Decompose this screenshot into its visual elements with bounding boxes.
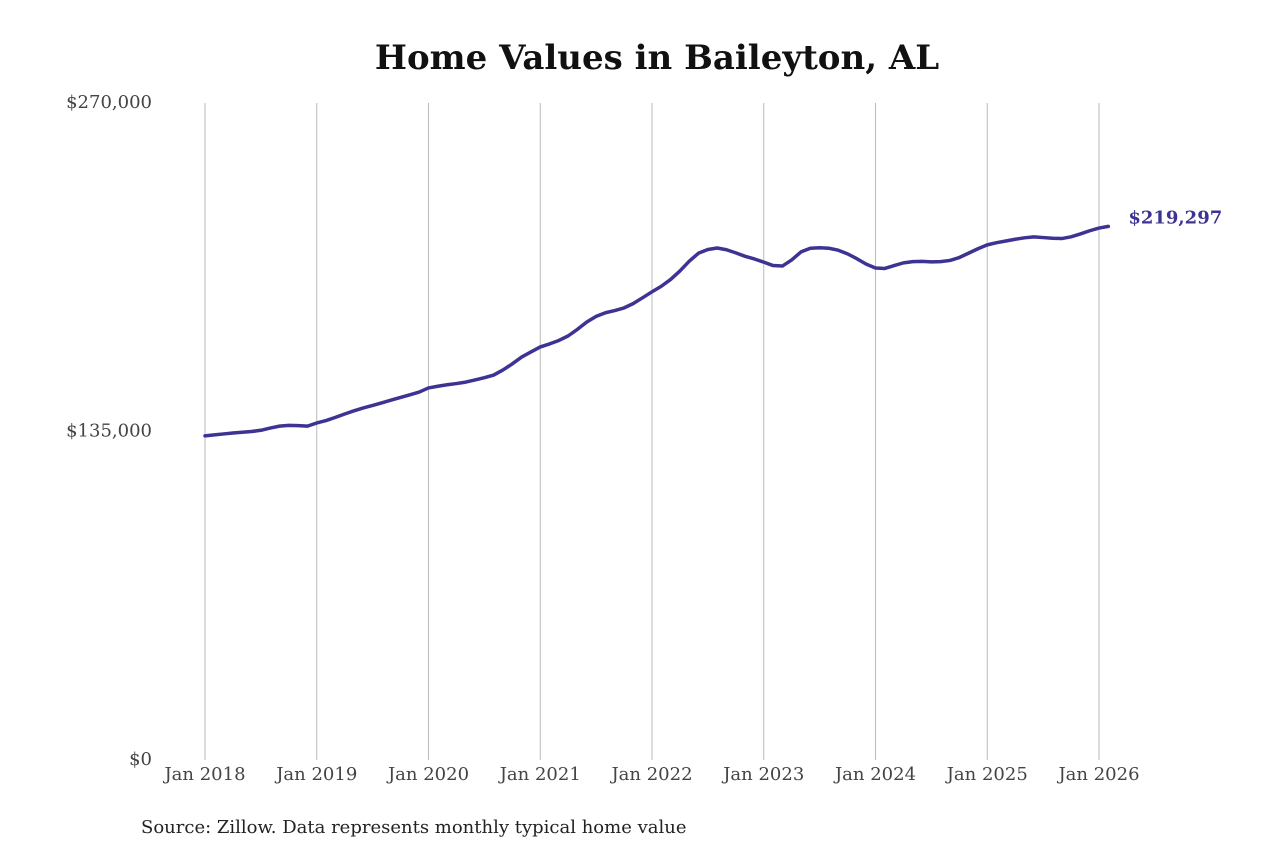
x-tick-label: Jan 2026 bbox=[1056, 764, 1139, 785]
x-tick-label: Jan 2023 bbox=[721, 764, 804, 785]
x-tick-label: Jan 2021 bbox=[498, 764, 581, 785]
x-tick-label: Jan 2022 bbox=[609, 764, 692, 785]
y-tick-label: $270,000 bbox=[66, 92, 152, 113]
x-tick-label: Jan 2020 bbox=[386, 764, 469, 785]
x-tick-label: Jan 2018 bbox=[162, 764, 245, 785]
x-tick-label: Jan 2019 bbox=[274, 764, 357, 785]
line-series bbox=[203, 224, 1111, 438]
x-tick-label: Jan 2024 bbox=[833, 764, 916, 785]
source-note: Source: Zillow. Data represents monthly … bbox=[141, 817, 687, 838]
y-tick-label: $0 bbox=[129, 749, 152, 770]
chart-title: Home Values in Baileyton, AL bbox=[375, 38, 939, 78]
x-tick-label: Jan 2025 bbox=[945, 764, 1028, 785]
y-tick-label: $135,000 bbox=[66, 421, 152, 442]
data-label: $219,297 bbox=[1128, 207, 1222, 228]
